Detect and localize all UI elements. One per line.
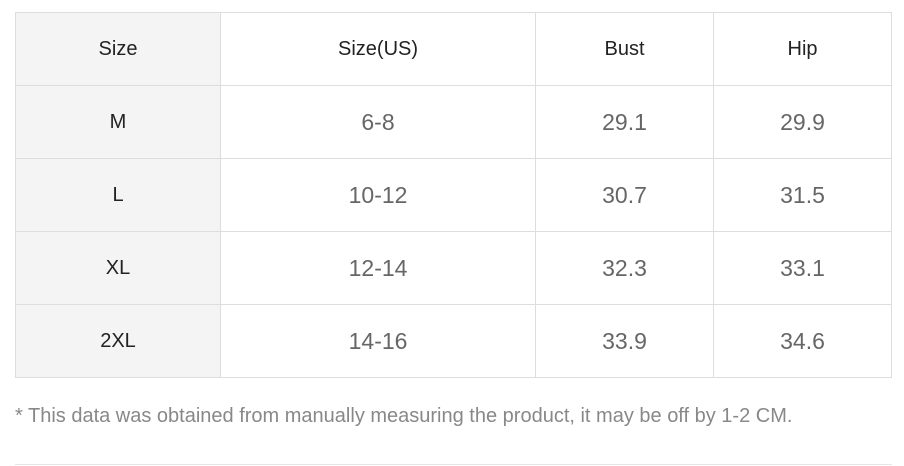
table-row: L 10-12 30.7 31.5 (15, 158, 892, 232)
table-cell: 34.6 (713, 304, 892, 378)
table-cell: 29.1 (535, 85, 715, 159)
size-table: Size Size(US) Bust Hip M 6-8 29.1 29.9 L 10-12 30.… (15, 12, 892, 378)
table-cell: 14-16 (219, 304, 537, 378)
note: * This data was obtained from manually m… (15, 405, 793, 427)
divider (15, 464, 892, 465)
table-cell: XL (15, 231, 221, 305)
table-cell: Size (15, 12, 221, 86)
table-cell: 12-14 (219, 231, 537, 305)
table-cell: 10-12 (219, 158, 537, 232)
table-row: Size Size(US) Bust Hip (15, 12, 892, 86)
table-cell: M (15, 85, 221, 159)
table-cell: 33.1 (713, 231, 892, 305)
table-row: XL 12-14 32.3 33.1 (15, 231, 892, 305)
table-cell: 30.7 (535, 158, 715, 232)
table-cell: L (15, 158, 221, 232)
table-cell: 31.5 (713, 158, 892, 232)
table-cell: Bust (535, 12, 715, 86)
table-cell: 2XL (15, 304, 221, 378)
table-cell: Size(US) (219, 12, 537, 86)
table-row: 2XL 14-16 33.9 34.6 (15, 304, 892, 378)
table-cell: 32.3 (535, 231, 715, 305)
table-cell: 33.9 (535, 304, 715, 378)
table-cell: 29.9 (713, 85, 892, 159)
table-row: M 6-8 29.1 29.9 (15, 85, 892, 159)
table-cell: 6-8 (219, 85, 537, 159)
table-cell: Hip (713, 12, 892, 86)
